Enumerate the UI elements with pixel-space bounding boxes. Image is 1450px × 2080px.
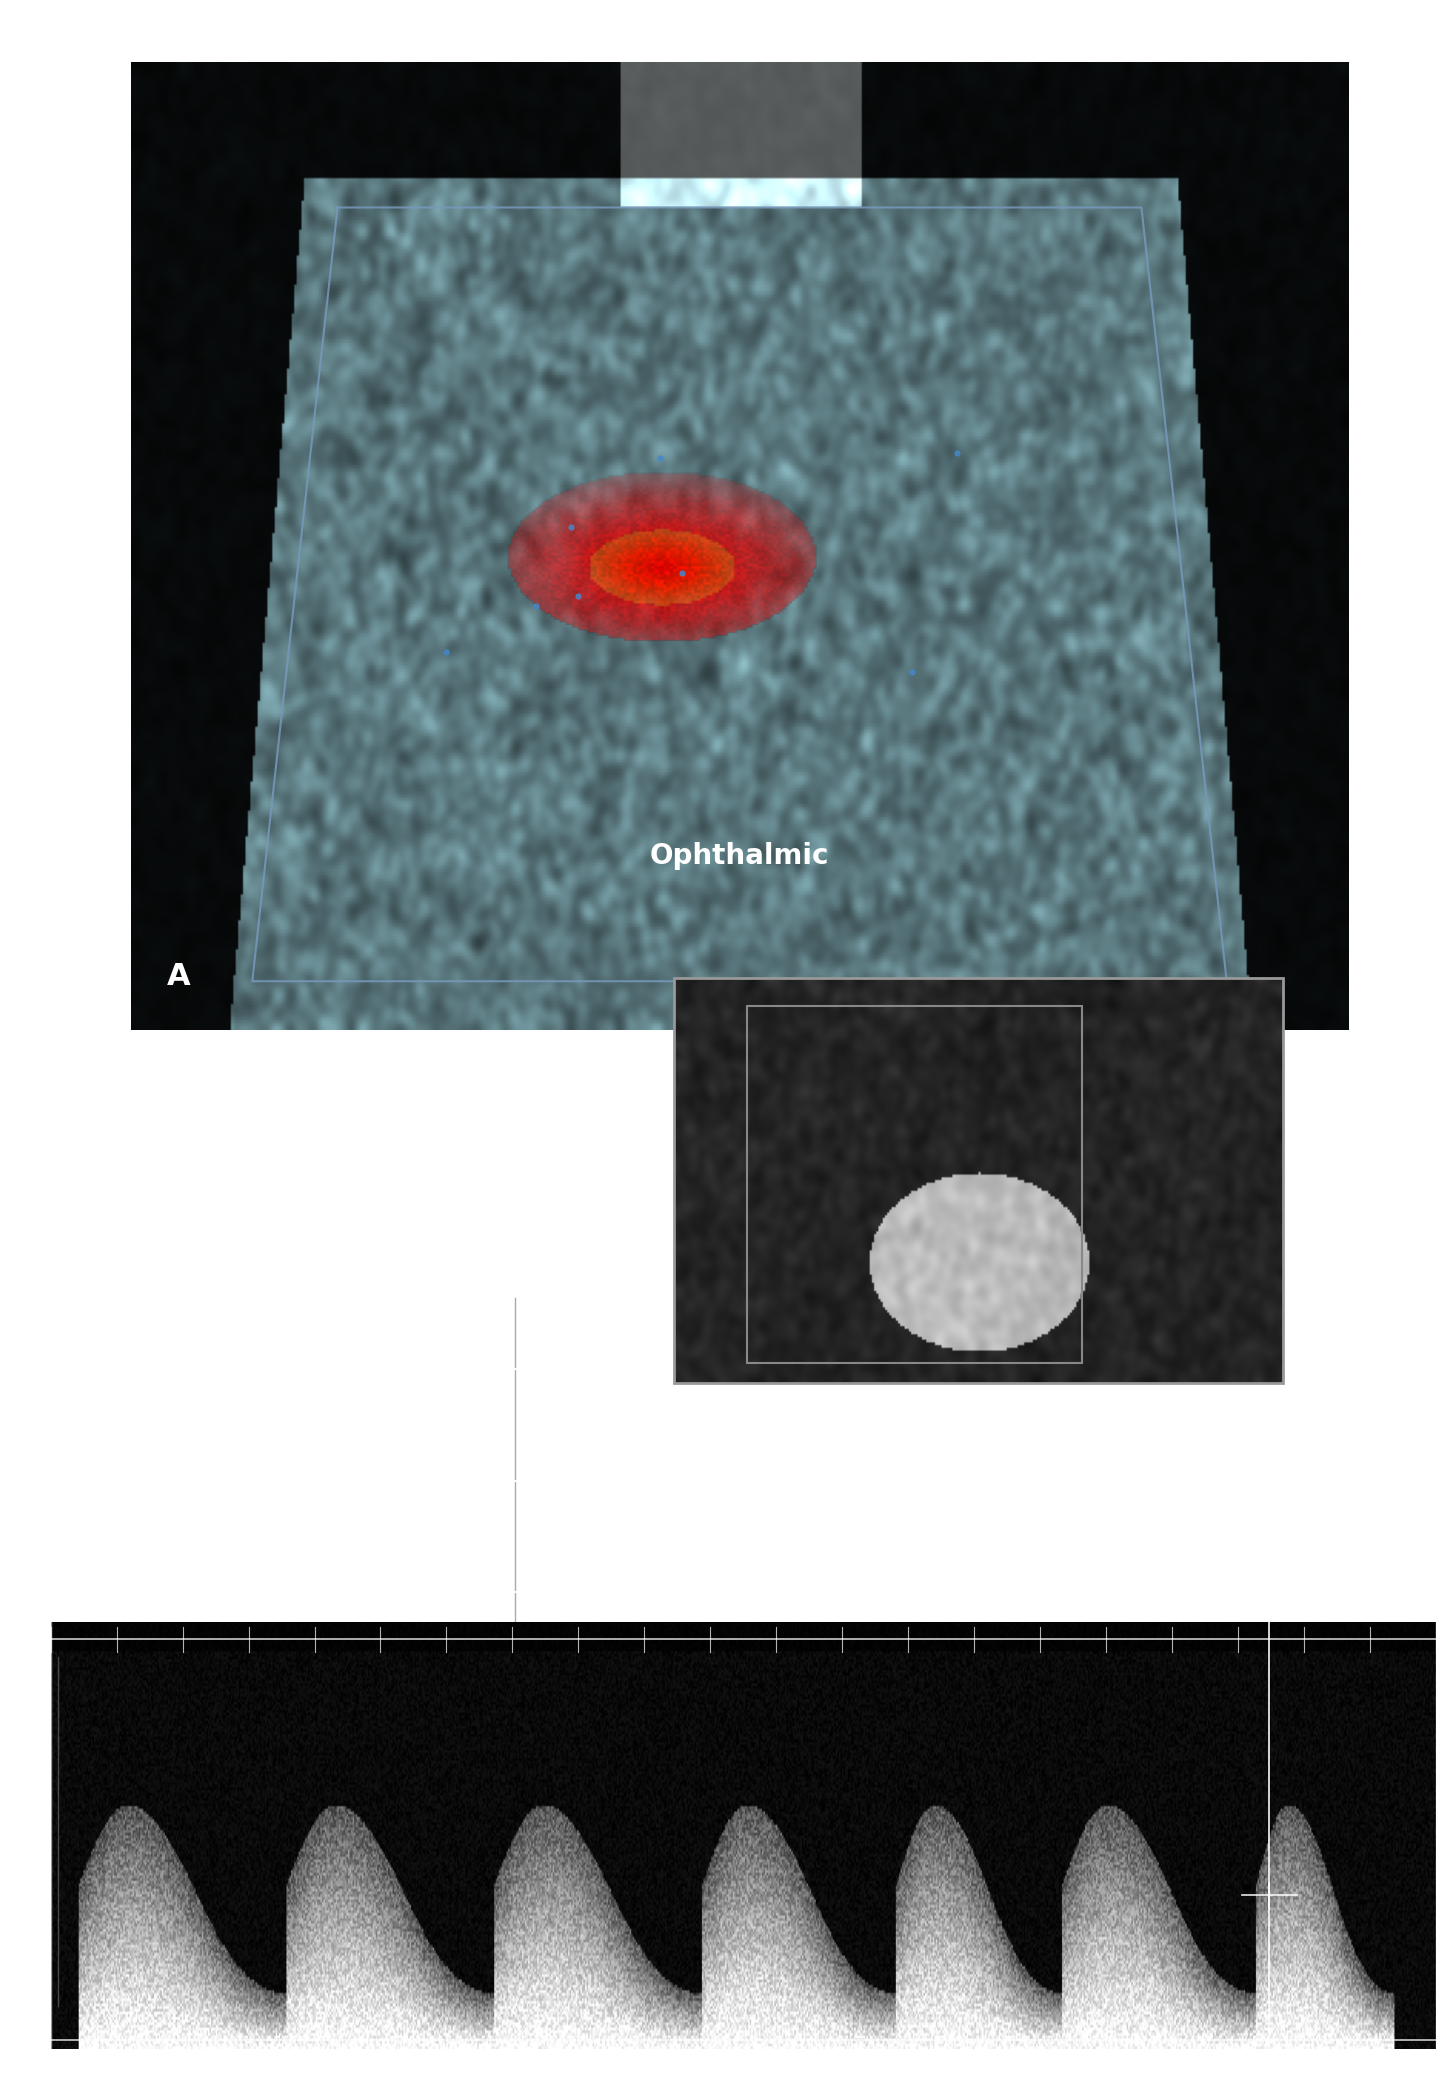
Text: m/s: m/s — [7, 1876, 39, 1895]
Text: Ophthalmic: Ophthalmic — [650, 842, 829, 869]
Text: .06  AR: .06 AR — [14, 1094, 109, 1115]
Point — [560, 510, 583, 543]
Text: MAX=  +.210: MAX= +.210 — [14, 1186, 180, 1211]
Point — [945, 437, 969, 470]
Text: B: B — [14, 1991, 38, 2018]
Text: .40: .40 — [44, 1764, 78, 1785]
Text: .06: .06 — [14, 1837, 55, 1855]
Point — [900, 655, 924, 688]
Point — [670, 557, 693, 591]
Text: A: A — [167, 961, 190, 990]
Text: MIN=  +.051: MIN= +.051 — [14, 1298, 180, 1323]
Text: >: > — [435, 1468, 450, 1493]
Text: OPTH  A: OPTH A — [145, 1654, 249, 1676]
Point — [566, 580, 589, 614]
Point — [434, 634, 457, 668]
Point — [648, 441, 671, 474]
Point — [525, 589, 548, 622]
Bar — [747, 1007, 1082, 1362]
Text: RI=   75.7%: RI= 75.7% — [14, 1410, 180, 1433]
